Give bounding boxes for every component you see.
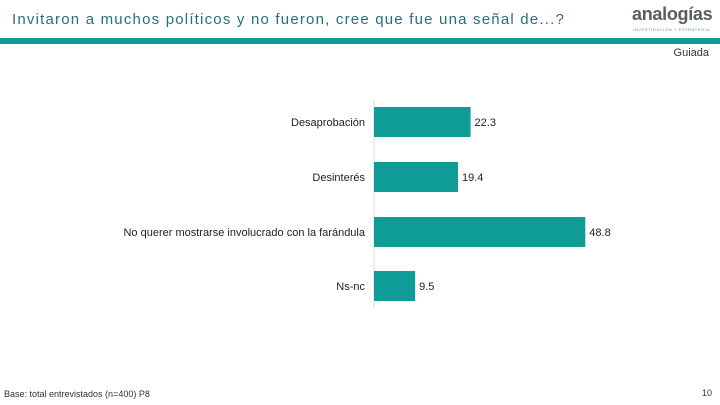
question-mode-label: Guiada <box>673 47 709 59</box>
category-label-1: Desaprobación <box>291 117 365 129</box>
base-note: Base: total entrevistados (n=400) P8 <box>4 389 150 399</box>
value-label-4: 9.5 <box>419 281 434 293</box>
logo-tagline: INVESTIGACIÓN Y ESTRATEGIA <box>633 27 710 32</box>
bar-3 <box>374 217 586 247</box>
bar-2 <box>374 162 459 192</box>
logo-wordmark: analogías <box>632 4 713 24</box>
value-label-1: 22.3 <box>475 117 496 129</box>
bar-4 <box>374 271 416 301</box>
category-label-4: Ns-nc <box>336 281 365 293</box>
slide-title: Invitaron a muchos políticos y no fueron… <box>12 11 565 28</box>
category-label-3: No querer mostrarse involucrado con la f… <box>123 227 365 239</box>
value-label-3: 48.8 <box>589 227 610 239</box>
analogias-logo: analogías INVESTIGACIÓN Y ESTRATEGIA <box>632 4 718 36</box>
value-label-2: 19.4 <box>462 172 483 184</box>
category-label-2: Desinterés <box>312 172 365 184</box>
page-number: 10 <box>701 388 712 398</box>
bar-1 <box>374 107 471 137</box>
title-rule <box>0 38 720 44</box>
